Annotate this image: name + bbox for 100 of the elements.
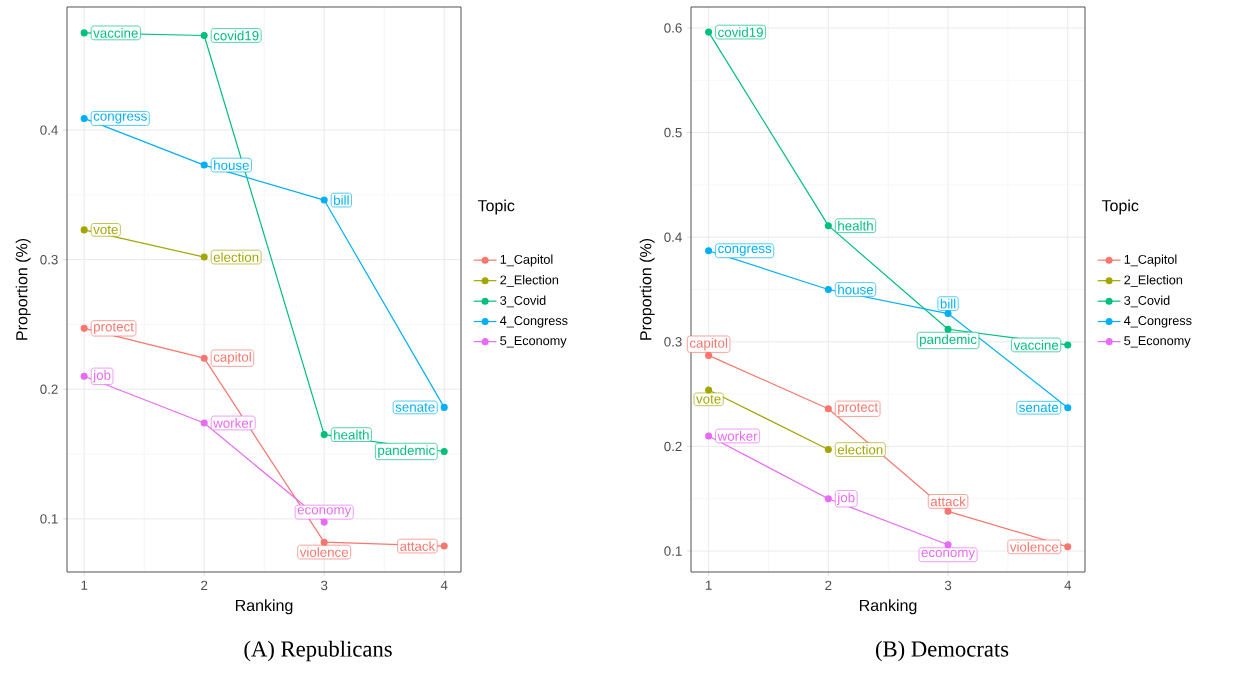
text: (A) Republicans: [244, 640, 392, 662]
annotation: economy: [297, 507, 352, 518]
annotation: vote: [696, 394, 721, 404]
point: [200, 253, 208, 261]
point: [1064, 341, 1072, 349]
annotation: pandemic: [920, 334, 977, 347]
point: [200, 161, 208, 169]
point: [320, 196, 328, 204]
y-tick-label: 0.4: [664, 232, 682, 242]
point: [824, 405, 832, 413]
point: [80, 29, 88, 37]
point: [200, 354, 208, 362]
x-tick-label: 4: [1064, 580, 1072, 590]
annotation: senate: [1019, 403, 1059, 413]
annotation: pandemic: [378, 445, 435, 458]
x-tick-label: 3: [944, 580, 952, 591]
point: [80, 114, 88, 122]
point: [200, 31, 208, 40]
point: [705, 386, 713, 394]
x-tick-label: 3: [320, 580, 328, 591]
point: [440, 542, 448, 550]
annotation: protect: [838, 403, 878, 415]
annotation: economy: [921, 549, 976, 560]
annotation: violence: [299, 547, 349, 557]
annotation: job: [836, 492, 855, 505]
legend-label: 1_Capitol: [500, 254, 553, 267]
annotation: senate: [395, 403, 435, 412]
point: [705, 351, 713, 359]
legend-label: 2_Election: [1124, 275, 1183, 287]
annotation: worker: [213, 418, 253, 428]
annotation: bill: [334, 195, 349, 205]
y-tick-label: 0.3: [40, 254, 58, 265]
legend-label: 4_Congress: [500, 316, 568, 328]
annotation: job: [92, 370, 111, 383]
annotation: election: [213, 252, 259, 262]
point: [705, 28, 713, 36]
text: (B) Democrats: [875, 640, 1009, 662]
annotation: congress: [93, 113, 147, 124]
point: [944, 541, 952, 549]
point: [320, 518, 328, 526]
annotation: vote: [93, 225, 118, 235]
y-axis-title: Proportion (%): [639, 238, 655, 340]
x-tick-label: 2: [201, 580, 208, 591]
annotation: violence: [1009, 541, 1059, 552]
legend-label: 3_Covid: [1124, 295, 1170, 308]
y-tick-label: 0.2: [40, 384, 58, 394]
point: [80, 324, 88, 332]
annotation: attack: [400, 541, 436, 551]
x-axis-title: Ranking: [859, 599, 917, 615]
point: [705, 247, 713, 255]
y-tick-label: 0.1: [664, 546, 682, 556]
x-tick-label: 4: [440, 580, 448, 590]
annotation: capitol: [213, 351, 251, 365]
point: [824, 285, 832, 294]
point: [440, 447, 448, 455]
legend-title: Topic: [477, 199, 515, 215]
annotation: health: [334, 429, 369, 440]
point: [320, 431, 328, 439]
point: [944, 310, 952, 318]
legend-label: 3_Covid: [500, 295, 546, 308]
x-tick-label: 1: [81, 580, 88, 590]
annotation: congress: [718, 245, 772, 256]
y-tick-label: 0.4: [40, 125, 58, 135]
point: [705, 432, 713, 440]
legend-label: 5_Economy: [1124, 336, 1191, 348]
y-tick-label: 0.1: [40, 514, 58, 524]
point: [1064, 543, 1072, 551]
annotation: capitol: [689, 337, 727, 351]
annotation: election: [837, 444, 883, 455]
point: [824, 495, 832, 503]
x-axis-title: Ranking: [235, 599, 293, 615]
y-tick-label: 0.5: [664, 127, 682, 138]
point: [440, 403, 448, 411]
legend-label: 5_Economy: [500, 336, 567, 348]
annotation: worker: [717, 431, 758, 441]
legend-label: 1_Capitol: [1124, 254, 1177, 267]
annotation: house: [838, 284, 874, 295]
annotation: house: [214, 160, 249, 170]
legend-label: 4_Congress: [1124, 316, 1192, 328]
point: [824, 222, 832, 230]
point: [200, 419, 208, 427]
point: [320, 538, 328, 546]
annotation: covid19: [718, 27, 763, 37]
x-tick-label: 2: [825, 580, 832, 591]
annotation: health: [838, 220, 873, 231]
annotation: protect: [94, 322, 134, 335]
point: [1064, 404, 1072, 412]
y-tick-label: 0.6: [664, 23, 682, 33]
y-tick-label: 0.2: [664, 441, 682, 452]
y-tick-label: 0.3: [664, 337, 682, 347]
annotation: vaccine: [1013, 340, 1059, 350]
y-axis-title: Proportion (%): [15, 238, 31, 340]
point: [824, 446, 832, 454]
point: [944, 325, 952, 333]
point: [80, 372, 88, 380]
annotation: bill: [940, 298, 956, 309]
annotation: vaccine: [93, 28, 138, 38]
legend-label: 2_Election: [500, 275, 559, 287]
legend-title: Topic: [1101, 199, 1139, 215]
x-tick-label: 1: [705, 580, 712, 590]
